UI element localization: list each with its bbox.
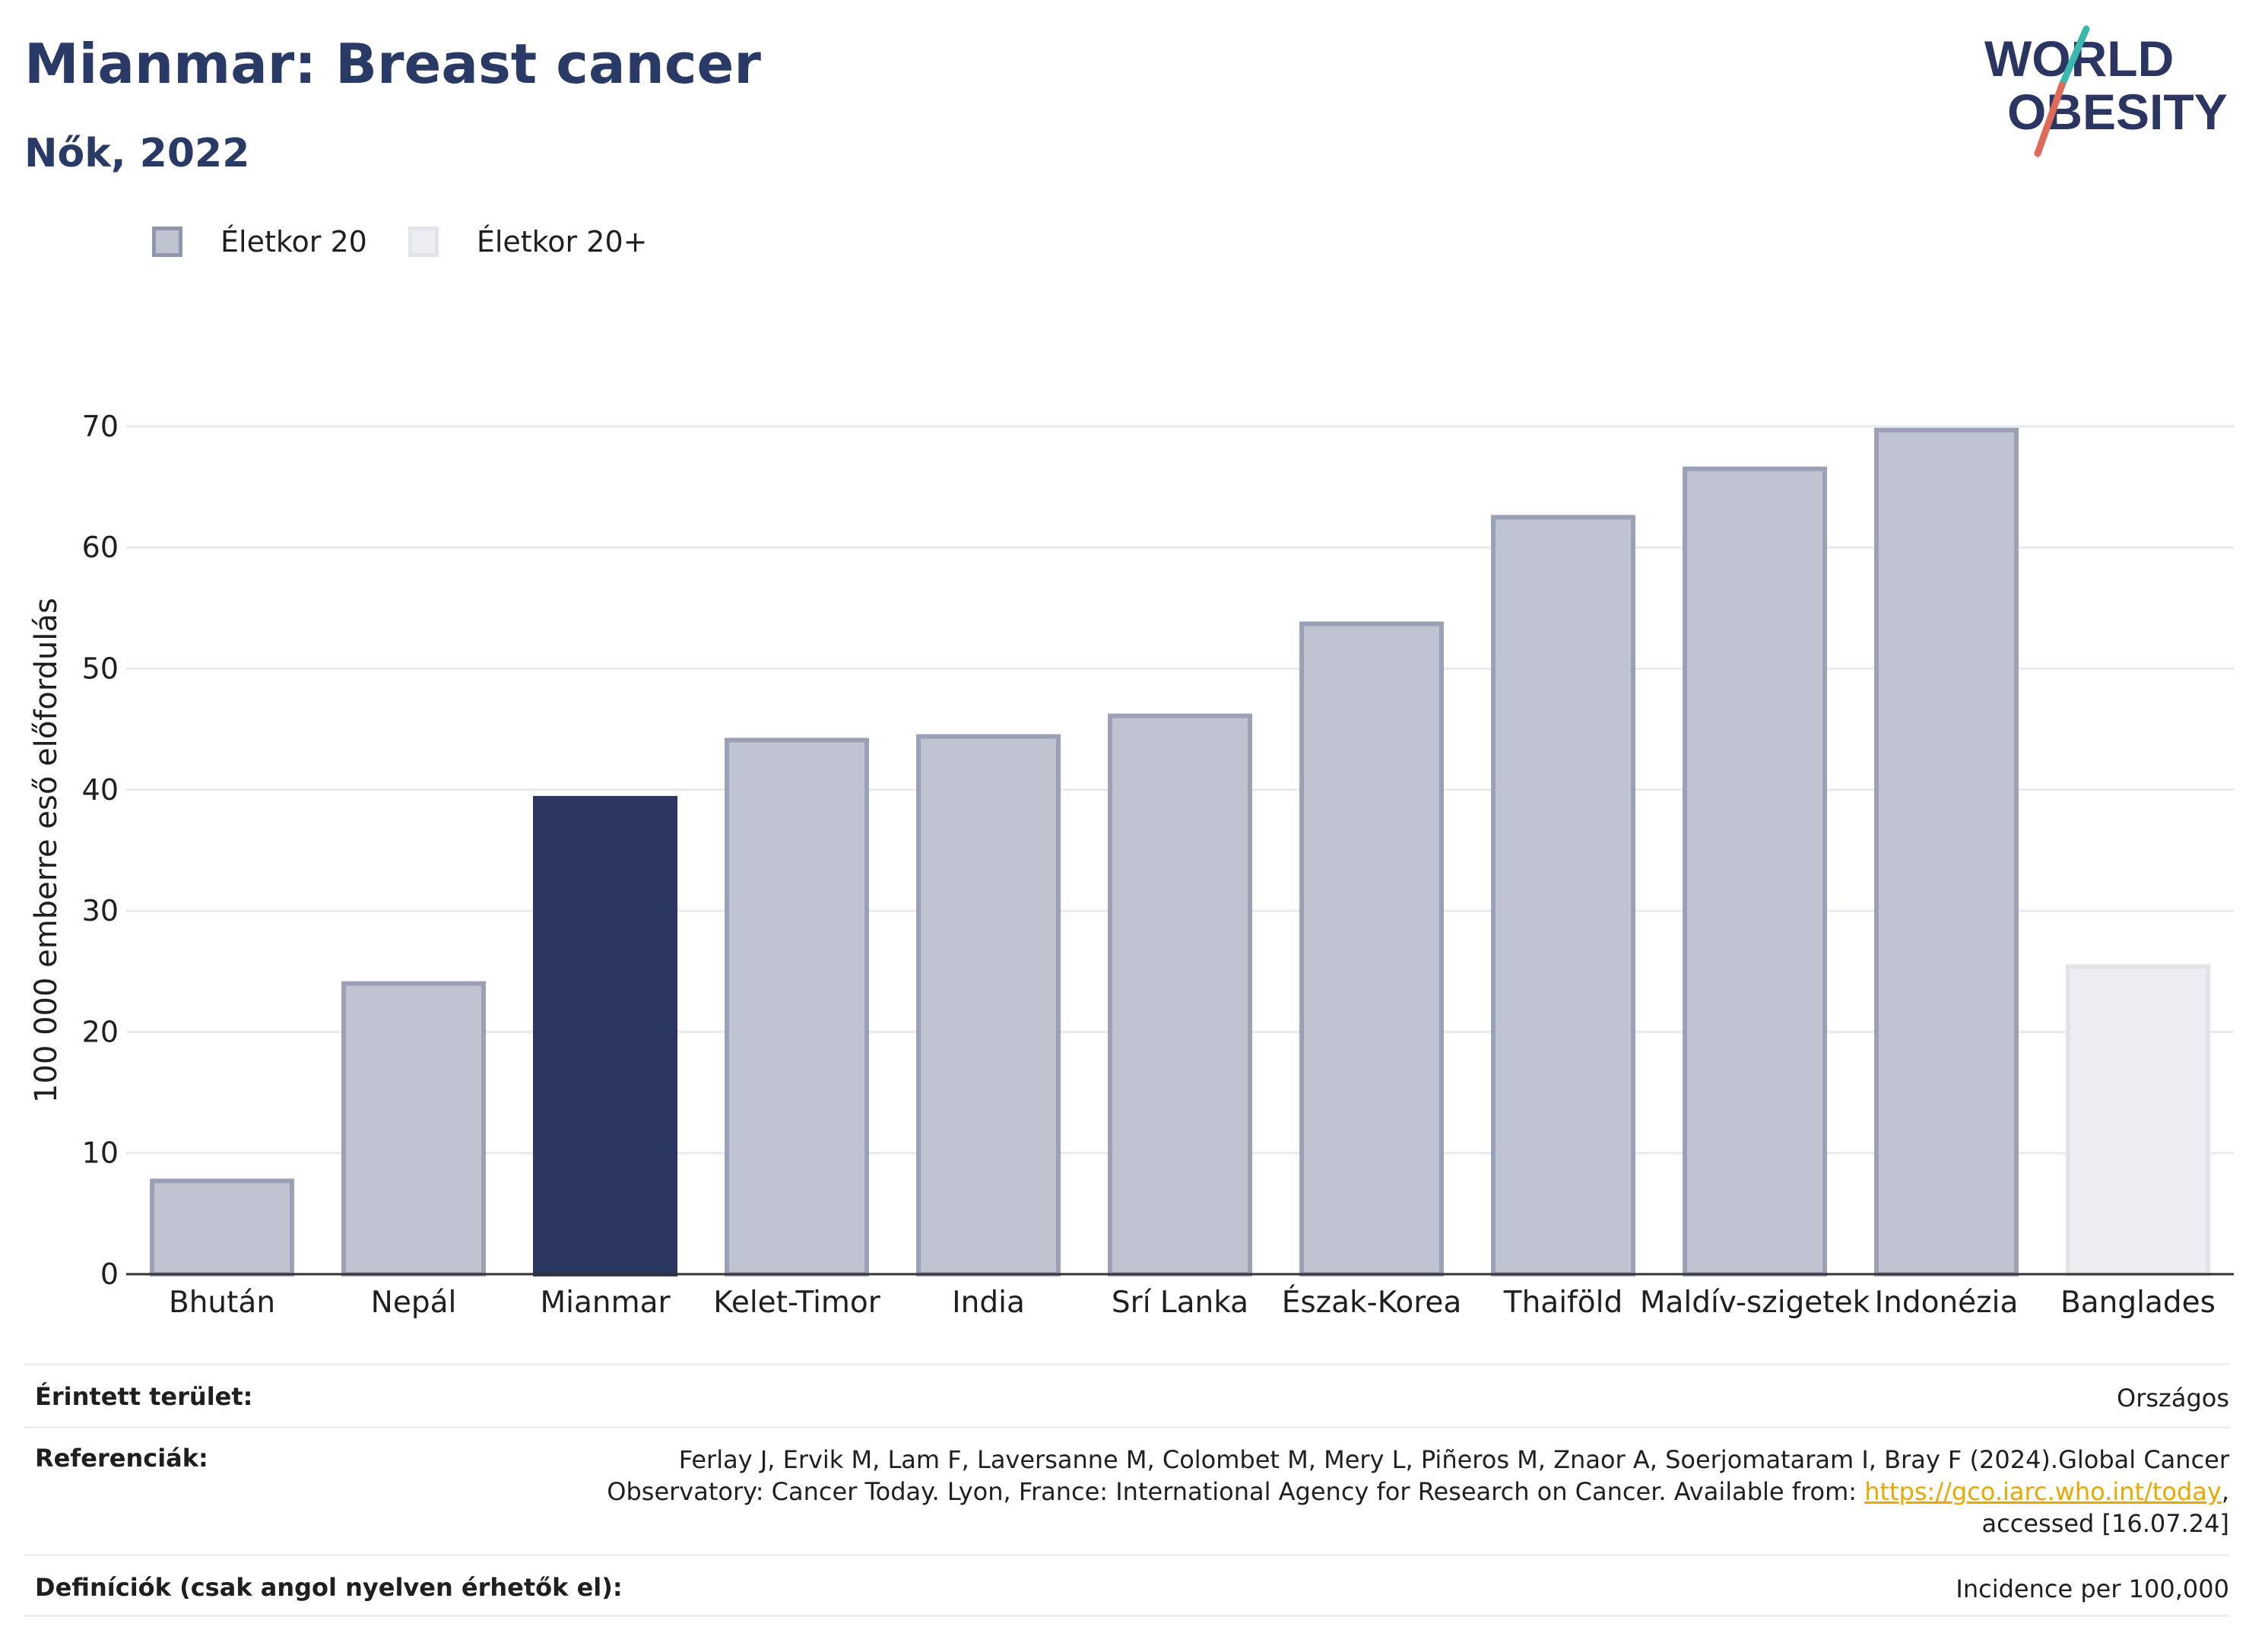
footer-def-label: Definíciók (csak angol nyelven érhetők e… xyxy=(35,1573,623,1602)
legend-label-age-20: Életkor 20 xyxy=(220,225,367,258)
footer-ref-line-2: Observatory: Cancer Today. Lyon, France:… xyxy=(607,1477,1865,1506)
x-tick-label: Srí Lanka xyxy=(1112,1286,1248,1320)
legend-item-age-20[interactable]: Életkor 20 xyxy=(152,225,367,258)
bar-chart: 0 10 20 30 40 50 60 70 Bhután Nepál Mianmar Kelet-T… xyxy=(29,410,2234,1320)
x-tick-label: Bhután xyxy=(169,1286,275,1320)
footer-ref-line-3: accessed [16.07.24] xyxy=(1981,1509,2229,1538)
y-tick-label: 50 xyxy=(82,652,119,686)
legend-item-age-20-plus[interactable]: Életkor 20+ xyxy=(408,225,648,258)
y-tick-label: 10 xyxy=(82,1137,119,1170)
x-tick-label: Indonézia xyxy=(1875,1286,2019,1320)
bar[interactable] xyxy=(1299,621,1444,1276)
y-tick-label: 40 xyxy=(82,773,119,807)
x-tick-label: Maldív-szigetek xyxy=(1640,1286,1870,1320)
legend-swatch-age-20 xyxy=(152,227,182,257)
bar[interactable] xyxy=(341,981,486,1277)
bar[interactable] xyxy=(1491,515,1635,1276)
bar[interactable] xyxy=(916,734,1061,1276)
x-tick-label: Thaiföld xyxy=(1503,1286,1623,1320)
y-tick-label: 70 xyxy=(82,410,119,443)
bar[interactable] xyxy=(725,737,869,1276)
y-tick-label: 30 xyxy=(82,894,119,927)
footer-ref-line-1: Ferlay J, Ervik M, Lam F, Laversanne M, … xyxy=(678,1445,2229,1474)
logo-slash-red xyxy=(2034,81,2066,157)
bars xyxy=(150,427,2210,1277)
y-tick-label: 60 xyxy=(82,531,119,564)
x-tick-label: India xyxy=(952,1286,1025,1320)
logo-slash-teal xyxy=(2058,25,2090,89)
x-tick-label: Nepál xyxy=(371,1286,457,1320)
chart-footer: Érintett terület: Országos Referenciák: … xyxy=(24,1363,2229,1617)
x-tick-label: Kelet-Timor xyxy=(713,1286,881,1320)
page-title: Mianmar: Breast cancer xyxy=(24,32,761,96)
bar[interactable] xyxy=(2066,964,2210,1277)
axes: 0 10 20 30 40 50 60 70 Bhután Nepál Mianmar Kelet-T… xyxy=(82,410,2234,1320)
footer-ref-label: Referenciák: xyxy=(35,1444,208,1473)
chart-legend: Életkor 20 Életkor 20+ xyxy=(152,225,688,258)
footer-ref-value: Ferlay J, Ervik M, Lam F, Laversanne M, … xyxy=(607,1444,2229,1539)
legend-label-age-20-plus: Életkor 20+ xyxy=(476,225,648,258)
footer-row-definitions: Definíciók (csak angol nyelven érhetők e… xyxy=(24,1554,2229,1617)
footer-area-label: Érintett terület: xyxy=(35,1382,253,1411)
footer-area-value: Országos xyxy=(2117,1384,2229,1413)
bar[interactable] xyxy=(1874,427,2019,1277)
footer-row-area: Érintett terület: Országos xyxy=(24,1363,2229,1426)
y-axis-title: 100 000 emberre eső előfordulás xyxy=(29,598,64,1103)
bar[interactable] xyxy=(1683,466,1827,1276)
x-tick-label: Mianmar xyxy=(540,1286,671,1320)
footer-def-value: Incidence per 100,000 xyxy=(1956,1574,2229,1603)
page-subtitle: Nők, 2022 xyxy=(24,131,250,176)
legend-swatch-age-20-plus xyxy=(408,227,439,257)
bar[interactable] xyxy=(533,795,677,1277)
world-obesity-logo: WORLD OBESITY xyxy=(1984,25,2228,157)
footer-ref-link[interactable]: https://gco.iarc.who.int/today xyxy=(1864,1477,2222,1506)
footer-ref-line-2-end: , xyxy=(2221,1477,2229,1506)
bar[interactable] xyxy=(150,1178,294,1276)
y-tick-label: 0 xyxy=(100,1257,119,1291)
footer-row-references: Referenciák: Ferlay J, Ervik M, Lam F, L… xyxy=(24,1426,2229,1554)
x-tick-label: Banglades xyxy=(2060,1286,2216,1320)
x-tick-label: Észak-Korea xyxy=(1282,1284,1462,1320)
bar[interactable] xyxy=(1108,713,1252,1276)
y-tick-label: 20 xyxy=(82,1015,119,1048)
